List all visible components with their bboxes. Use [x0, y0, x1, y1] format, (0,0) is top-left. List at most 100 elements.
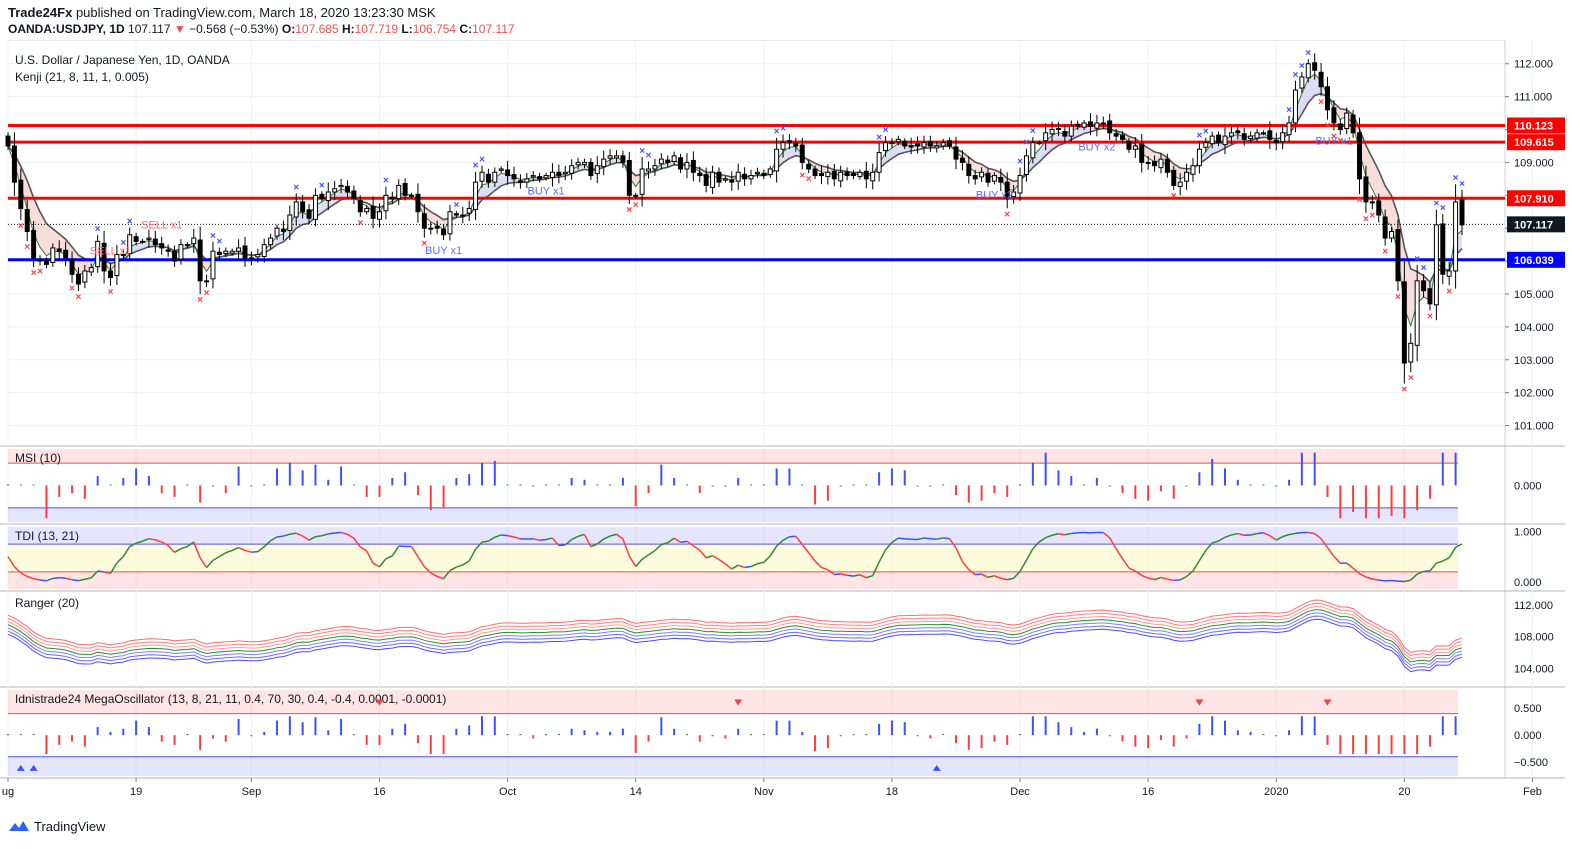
- tdi-line-segment: [692, 545, 701, 551]
- candle-body: [447, 211, 453, 235]
- y-tick-label: 108.000: [1514, 632, 1554, 644]
- candle-body: [1216, 134, 1222, 144]
- tdi-line-segment: [961, 561, 970, 571]
- mega-buy-triangle: [932, 764, 941, 771]
- candle-body: [658, 158, 664, 165]
- x-tick-label: Dec: [1010, 786, 1030, 798]
- candle-body: [338, 184, 344, 188]
- candle-body: [1081, 122, 1087, 128]
- candle-body: [377, 211, 382, 220]
- candle-body: [594, 165, 600, 175]
- level-label: 109.615: [1514, 137, 1554, 149]
- mega-sell-triangle: [375, 699, 384, 706]
- candle-body: [991, 175, 997, 182]
- channel-fill: [52, 228, 60, 252]
- candle-body: [460, 214, 466, 217]
- signal-cross-marker: ×: [210, 231, 216, 242]
- candle-body: [953, 146, 959, 160]
- signal-label: SELL x1: [141, 220, 182, 232]
- tdi-line-segment: [488, 536, 496, 542]
- candle-body: [319, 193, 325, 200]
- candle-body: [966, 163, 972, 177]
- tdi-line-segment: [468, 548, 477, 562]
- tradingview-footer[interactable]: TradingView: [8, 818, 106, 834]
- signal-cross-marker: ×: [1203, 127, 1209, 138]
- candle-body: [1055, 128, 1061, 131]
- tdi-line-segment: [571, 535, 579, 541]
- tdi-line-segment: [757, 561, 764, 565]
- signal-cross-marker: ×: [24, 242, 30, 253]
- tdi-line-segment: [1333, 555, 1341, 564]
- candle-body: [1292, 89, 1298, 124]
- tdi-line-segment: [1455, 543, 1463, 548]
- tdi-upper-zone: [8, 527, 1458, 545]
- candle-body: [88, 267, 94, 273]
- signal-cross-marker: ×: [76, 292, 82, 303]
- candle-body: [1011, 191, 1017, 198]
- mega-sell-triangle: [734, 699, 743, 706]
- candle-body: [242, 245, 248, 259]
- tdi-line-segment: [763, 555, 771, 563]
- candle-body: [1036, 142, 1042, 145]
- tdi-line-segment: [1064, 532, 1072, 536]
- signal-label: SELL x1: [90, 246, 131, 258]
- level-label: 110.123: [1514, 120, 1553, 132]
- candle-body: [722, 178, 728, 181]
- candle-body: [1260, 132, 1266, 135]
- candle-body: [24, 208, 30, 232]
- tdi-line-segment: [1211, 540, 1219, 544]
- low-label: L:: [401, 22, 413, 36]
- tdi-line-segment: [1378, 579, 1386, 582]
- signal-cross-marker: ×: [633, 200, 639, 211]
- ranger-band-line: [7, 602, 1463, 657]
- y-tick-label: 104.000: [1514, 322, 1554, 334]
- candle-body: [473, 181, 479, 210]
- tdi-line-segment: [590, 543, 598, 548]
- signal-cross-marker: ×: [120, 238, 126, 249]
- tdi-line-segment: [481, 540, 489, 543]
- signal-label: BUY x1: [527, 186, 564, 198]
- mega-buy-triangle: [29, 764, 38, 771]
- candle-body: [383, 194, 389, 212]
- chart-area[interactable]: ug19Sep16Oct14Nov18Dec16202020Feb17Mar16…: [0, 40, 1572, 812]
- candle-body: [1408, 342, 1414, 363]
- candle-body: [767, 168, 773, 176]
- tdi-line-segment: [1442, 557, 1450, 562]
- ranger-band-line: [7, 612, 1463, 666]
- candle-body: [409, 194, 415, 197]
- tdi-line-segment: [1019, 559, 1028, 572]
- tdi-line-segment: [769, 545, 778, 557]
- candle-body: [940, 142, 946, 147]
- candle-body: [511, 174, 517, 180]
- candle-body: [191, 237, 197, 245]
- publisher-name[interactable]: Trade24Fx: [8, 5, 73, 20]
- candle-body: [127, 234, 133, 255]
- tdi-line-segment: [1231, 532, 1238, 536]
- candle-body: [492, 171, 498, 183]
- candle-body: [902, 140, 908, 147]
- signal-cross-marker: ×: [1382, 247, 1388, 258]
- x-tick-label: Oct: [499, 786, 516, 798]
- candle-body: [210, 250, 216, 280]
- mega-sell-triangle: [1323, 699, 1332, 706]
- tdi-line-segment: [641, 554, 649, 560]
- candle-body: [479, 171, 485, 182]
- signal-cross-marker: ×: [479, 155, 485, 166]
- candle-body: [1446, 270, 1452, 277]
- candle-body: [1267, 130, 1273, 140]
- candle-body: [1075, 123, 1081, 127]
- candle-body: [1369, 201, 1375, 204]
- tdi-line-segment: [1288, 532, 1296, 536]
- tdi-line-segment: [251, 550, 258, 553]
- candle-body: [742, 173, 748, 180]
- candle-body: [248, 257, 254, 260]
- signal-cross-marker: ×: [1401, 385, 1407, 396]
- tdi-line-segment: [39, 579, 47, 582]
- tdi-line-segment: [257, 546, 265, 553]
- candle-body: [1100, 122, 1106, 125]
- ranger-band-line: [7, 615, 1463, 670]
- tdi-line-segment: [1256, 532, 1264, 535]
- tdi-line-segment: [1147, 577, 1155, 581]
- tdi-line-segment: [340, 531, 348, 536]
- candle-body: [562, 171, 568, 175]
